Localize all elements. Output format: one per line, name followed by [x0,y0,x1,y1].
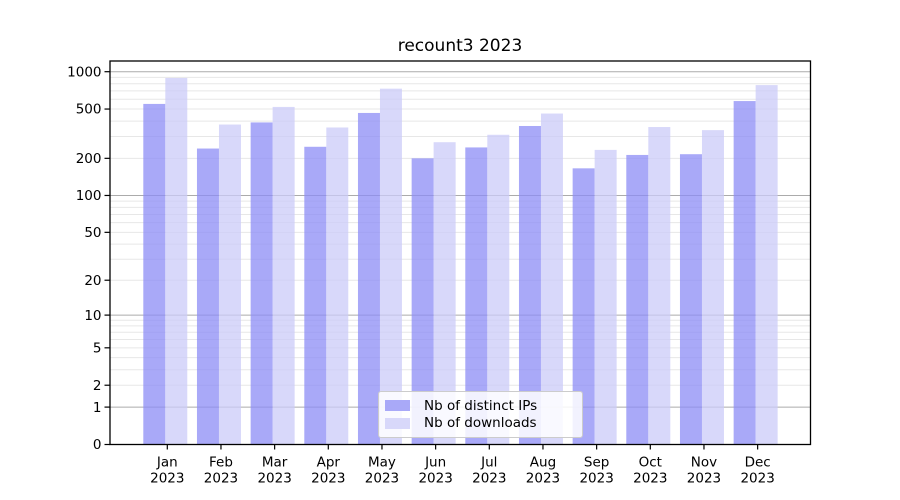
x-tick-label-jun: Jun [424,455,446,471]
x-tick-label-jan: Jan [156,455,178,471]
y-tick-label: 1 [93,400,102,416]
bar-downloads-may [379,88,402,445]
bar-downloads-aug [540,113,563,445]
chart-title: recount3 2023 [397,36,523,56]
x-tick-year-nov: 2023 [687,471,721,487]
legend: Nb of distinct IPs Nb of downloads [378,391,583,438]
bar-downloads-mar [272,106,295,445]
bar-distinct-ips-oct [626,154,649,445]
x-tick-label-dec: Dec [745,455,771,471]
x-tick-year-jan: 2023 [150,471,184,487]
bar-distinct-ips-dec [733,101,756,445]
legend-item-distinct-ips: Nb of distinct IPs [385,397,574,414]
x-tick-year-apr: 2023 [311,471,345,487]
y-tick-label: 500 [76,102,102,118]
bar-distinct-ips-jun [411,158,434,445]
bar-distinct-ips-aug [518,125,541,445]
x-tick-label-oct: Oct [639,455,662,471]
x-tick-label-apr: Apr [317,455,341,471]
legend-swatch-downloads [385,417,410,429]
x-tick-label-feb: Feb [209,455,233,471]
x-tick-year-sep: 2023 [579,471,613,487]
x-tick-label-sep: Sep [584,455,609,471]
x-tick-year-jul: 2023 [472,471,506,487]
bar-downloads-feb [218,124,241,445]
bar-downloads-jan [165,77,188,445]
x-tick-year-oct: 2023 [633,471,667,487]
legend-swatch-distinct-ips [385,400,410,412]
x-tick-year-mar: 2023 [257,471,291,487]
y-tick-label: 2 [93,378,102,394]
bar-distinct-ips-jul [465,147,488,445]
x-tick-year-dec: 2023 [740,471,774,487]
x-tick-label-may: May [368,455,396,471]
bar-distinct-ips-apr [304,146,327,445]
x-tick-year-may: 2023 [365,471,399,487]
y-tick-label: 5 [93,341,102,357]
x-tick-label-mar: Mar [262,455,288,471]
y-tick-label: 50 [84,225,101,241]
x-tick-label-jul: Jul [480,455,497,471]
legend-item-downloads: Nb of downloads [385,415,574,432]
y-tick-label: 1000 [67,64,101,80]
y-tick-label: 200 [76,151,102,167]
bar-distinct-ips-nov [679,154,702,445]
bar-distinct-ips-sep [572,168,595,445]
bar-downloads-jun [433,142,456,445]
bar-downloads-dec [755,85,778,445]
x-tick-year-feb: 2023 [204,471,238,487]
y-tick-label: 10 [84,308,101,324]
bar-downloads-nov [701,130,724,445]
x-tick-year-jun: 2023 [418,471,452,487]
legend-label-downloads: Nb of downloads [424,415,537,432]
plot-border [109,60,812,446]
bar-downloads-oct [648,127,671,445]
bar-distinct-ips-feb [196,148,219,445]
x-tick-label-nov: Nov [691,455,717,471]
y-tick-label: 0 [93,437,102,453]
y-tick-label: 20 [84,273,101,289]
bar-distinct-ips-jan [143,103,166,445]
bar-distinct-ips-mar [250,122,273,445]
bar-downloads-jul [487,134,510,445]
x-tick-label-aug: Aug [530,455,556,471]
bar-downloads-sep [594,149,617,445]
x-tick-year-aug: 2023 [526,471,560,487]
bar-distinct-ips-may [357,112,380,445]
y-tick-label: 100 [76,188,102,204]
legend-label-distinct-ips: Nb of distinct IPs [424,397,538,414]
bar-downloads-apr [326,127,349,445]
